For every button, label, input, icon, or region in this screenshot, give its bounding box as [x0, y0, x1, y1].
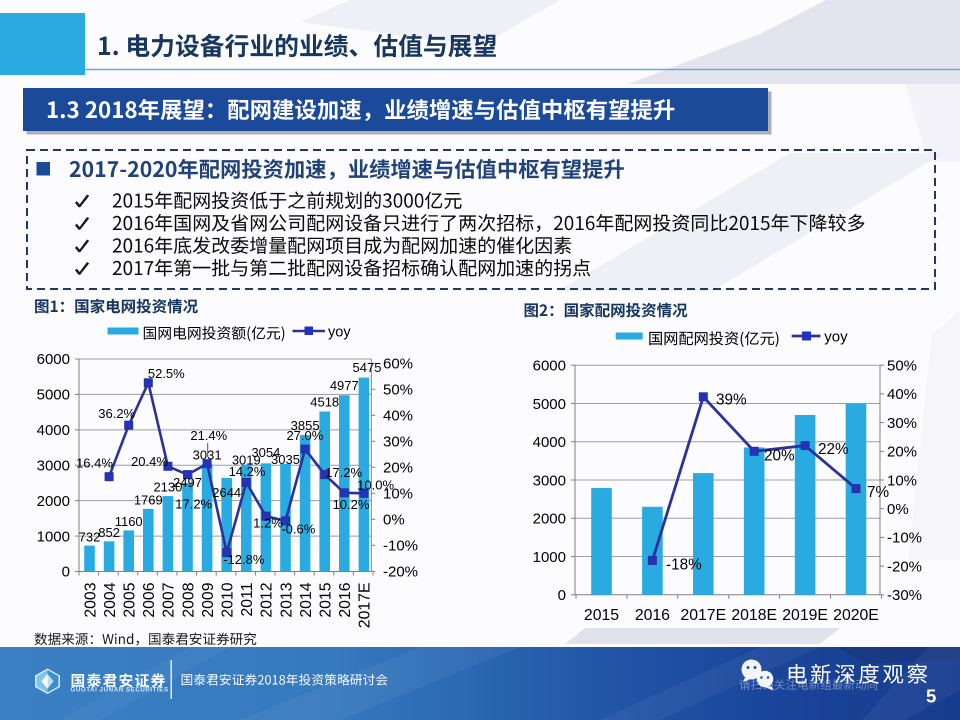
svg-text:30%: 30% — [383, 434, 413, 451]
svg-text:5000: 5000 — [37, 387, 70, 404]
svg-text:-18%: -18% — [666, 557, 702, 574]
svg-text:852: 852 — [98, 525, 120, 540]
svg-text:3855: 3855 — [291, 418, 320, 433]
svg-text:5: 5 — [926, 686, 936, 707]
svg-text:2014: 2014 — [298, 582, 315, 617]
svg-text:10%: 10% — [887, 472, 917, 489]
svg-text:27.0%: 27.0% — [286, 428, 323, 443]
svg-text:16.4%: 16.4% — [76, 456, 113, 471]
svg-text:36.2%: 36.2% — [98, 406, 135, 421]
svg-text:10%: 10% — [383, 486, 413, 503]
svg-text:-10%: -10% — [887, 530, 922, 547]
svg-text:-20%: -20% — [383, 564, 418, 581]
svg-text:39%: 39% — [716, 392, 747, 409]
svg-text:GUOTAI JUNAN SECURITIES: GUOTAI JUNAN SECURITIES — [71, 686, 169, 693]
svg-text:2004: 2004 — [102, 582, 119, 617]
svg-text:2009: 2009 — [200, 582, 217, 617]
svg-text:6000: 6000 — [37, 351, 70, 368]
svg-text:3000: 3000 — [37, 457, 70, 474]
svg-text:2130: 2130 — [153, 480, 182, 495]
svg-text:4000: 4000 — [533, 434, 566, 451]
svg-text:2015: 2015 — [318, 582, 335, 617]
svg-text:2019E: 2019E — [782, 607, 828, 624]
svg-text:1160: 1160 — [115, 514, 143, 529]
svg-text:-0.6%: -0.6% — [281, 522, 315, 537]
svg-text:0: 0 — [558, 587, 566, 604]
svg-text:30%: 30% — [887, 415, 917, 432]
svg-text:20%: 20% — [383, 460, 413, 477]
svg-text:60%: 60% — [383, 356, 413, 373]
svg-text:2497: 2497 — [173, 475, 202, 490]
svg-text:20.4%: 20.4% — [131, 454, 168, 469]
svg-text:7%: 7% — [867, 484, 890, 501]
svg-text:0: 0 — [62, 564, 70, 581]
svg-text:4518: 4518 — [310, 394, 339, 409]
svg-text:1.2%: 1.2% — [253, 516, 283, 531]
svg-text:732: 732 — [79, 530, 101, 545]
svg-text:3000: 3000 — [533, 472, 566, 489]
svg-text:3054: 3054 — [251, 445, 280, 460]
svg-text:2008: 2008 — [180, 582, 197, 617]
svg-text:yoy: yoy — [328, 325, 351, 341]
svg-text:22%: 22% — [818, 441, 849, 458]
svg-text:2000: 2000 — [533, 511, 566, 528]
svg-text:6000: 6000 — [533, 358, 566, 375]
svg-text:3031: 3031 — [193, 448, 222, 463]
svg-text:2017E: 2017E — [680, 607, 726, 624]
svg-text:-30%: -30% — [887, 587, 922, 604]
svg-text:2018E: 2018E — [731, 607, 777, 624]
svg-text:20%: 20% — [764, 448, 795, 465]
svg-text:4000: 4000 — [37, 422, 70, 439]
svg-text:1000: 1000 — [533, 549, 566, 566]
svg-text:17.2%: 17.2% — [175, 497, 212, 512]
svg-text:40%: 40% — [887, 386, 917, 403]
svg-text:3019: 3019 — [232, 453, 261, 468]
svg-text:0%: 0% — [383, 512, 405, 529]
svg-text:4977: 4977 — [330, 378, 359, 393]
svg-text:21.4%: 21.4% — [190, 428, 227, 443]
svg-text:1769: 1769 — [134, 493, 163, 508]
svg-text:2006: 2006 — [141, 582, 158, 617]
svg-text:2012: 2012 — [259, 583, 276, 618]
svg-text:50%: 50% — [383, 382, 413, 399]
svg-text:2017E: 2017E — [357, 583, 374, 629]
svg-text:20%: 20% — [887, 444, 917, 461]
svg-text:2000: 2000 — [37, 493, 70, 510]
svg-text:14.2%: 14.2% — [229, 464, 266, 479]
svg-text:10.0%: 10.0% — [357, 478, 394, 493]
svg-text:2644: 2644 — [212, 485, 241, 500]
svg-text:2013: 2013 — [278, 582, 295, 617]
svg-text:2010: 2010 — [220, 582, 237, 617]
svg-text:52.5%: 52.5% — [148, 366, 185, 381]
svg-text:40%: 40% — [383, 408, 413, 425]
svg-text:5475: 5475 — [353, 360, 382, 375]
svg-text:2016: 2016 — [635, 607, 670, 624]
svg-text:5000: 5000 — [533, 396, 566, 413]
svg-text:2015: 2015 — [584, 607, 619, 624]
svg-text:0%: 0% — [887, 501, 909, 518]
svg-text:2003: 2003 — [82, 582, 99, 617]
svg-text:yoy: yoy — [824, 329, 848, 346]
svg-text:2011: 2011 — [239, 582, 256, 616]
svg-text:-12.8%: -12.8% — [223, 552, 265, 567]
svg-text:2005: 2005 — [122, 582, 139, 617]
svg-text:17.2%: 17.2% — [325, 465, 362, 480]
svg-text:-20%: -20% — [887, 558, 922, 575]
svg-text:-10%: -10% — [383, 538, 418, 555]
svg-text:3035: 3035 — [271, 452, 300, 467]
svg-text:2020E: 2020E — [833, 607, 879, 624]
svg-text:2007: 2007 — [161, 583, 178, 618]
svg-text:10.2%: 10.2% — [333, 497, 370, 512]
svg-text:1000: 1000 — [37, 528, 70, 545]
svg-text:50%: 50% — [887, 358, 917, 375]
svg-text:2016: 2016 — [337, 582, 354, 617]
